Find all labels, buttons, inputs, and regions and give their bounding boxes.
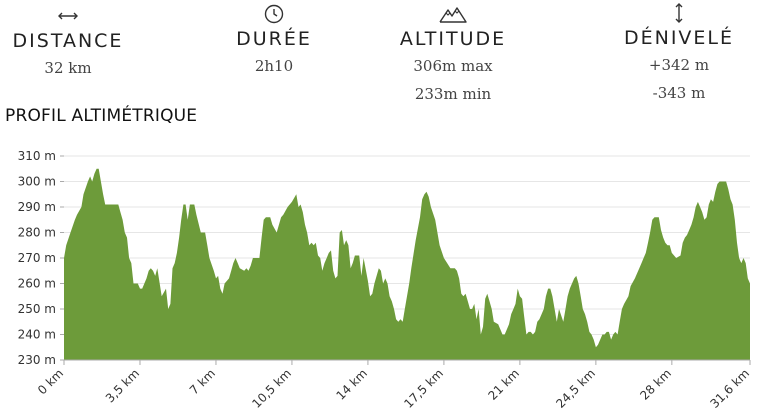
y-tick-label: 280 m (18, 226, 56, 240)
stat-altitude-max: 306m max (413, 57, 493, 75)
horizontal-arrows-icon (0, 4, 136, 30)
x-tick-label: 24,5 km (553, 366, 598, 411)
y-tick-label: 270 m (18, 251, 56, 265)
x-tick-label: 3,5 km (103, 366, 142, 405)
stat-distance-value: 32 km (44, 59, 92, 77)
stat-denivele-label: DÉNIVELÉ (623, 27, 735, 49)
elevation-profile-chart: 230 m 240 m 250 m 260 m 270 m 280 m 290 m 300 m… (18, 149, 753, 411)
section-title: PROFIL ALTIMÉTRIQUE (5, 106, 198, 126)
vertical-arrows-icon (608, 1, 750, 27)
stat-denivele-loss: -343 m (652, 84, 706, 102)
stat-denivele: DÉNIVELÉ +342 m -343 m (608, 0, 750, 107)
stat-distance: DISTANCE 32 km (0, 0, 136, 82)
y-tick-label: 300 m (18, 175, 56, 189)
x-tick-label: 0 km (35, 366, 66, 397)
y-tick-label: 230 m (18, 353, 56, 367)
stat-distance-label: DISTANCE (12, 30, 124, 52)
elevation-area (64, 168, 750, 360)
stat-duree: DURÉE 2h10 (207, 0, 341, 80)
y-axis: 230 m 240 m 250 m 260 m 270 m 280 m 290 m 300 m… (18, 149, 64, 367)
x-tick-label: 28 km (637, 366, 674, 403)
y-tick-label: 260 m (18, 277, 56, 291)
stat-altitude-min: 233m min (414, 85, 492, 103)
stat-duree-label: DURÉE (236, 28, 312, 50)
stat-duree-value: 2h10 (254, 57, 294, 75)
x-tick-label: 14 km (333, 366, 370, 403)
x-tick-label: 7 km (187, 366, 218, 397)
clock-icon (207, 2, 341, 28)
y-tick-label: 310 m (18, 149, 56, 163)
stat-altitude-label: ALTITUDE (399, 28, 507, 50)
area-layer (64, 168, 750, 360)
y-tick-label: 240 m (18, 328, 56, 342)
stat-denivele-gain: +342 m (648, 56, 710, 74)
stat-altitude: ALTITUDE 306m max 233m min (385, 0, 521, 108)
mountain-icon (385, 2, 521, 28)
x-tick-label: 31,6 km (707, 366, 752, 411)
x-tick-label: 21 km (485, 366, 522, 403)
x-axis: 0 km 3,5 km 7 km 10,5 km 14 km 17,5 km 21 km 24… (35, 359, 752, 411)
y-tick-label: 250 m (18, 302, 56, 316)
y-tick-label: 290 m (18, 200, 56, 214)
x-tick-label: 17,5 km (401, 366, 446, 411)
x-tick-label: 10,5 km (249, 366, 294, 411)
